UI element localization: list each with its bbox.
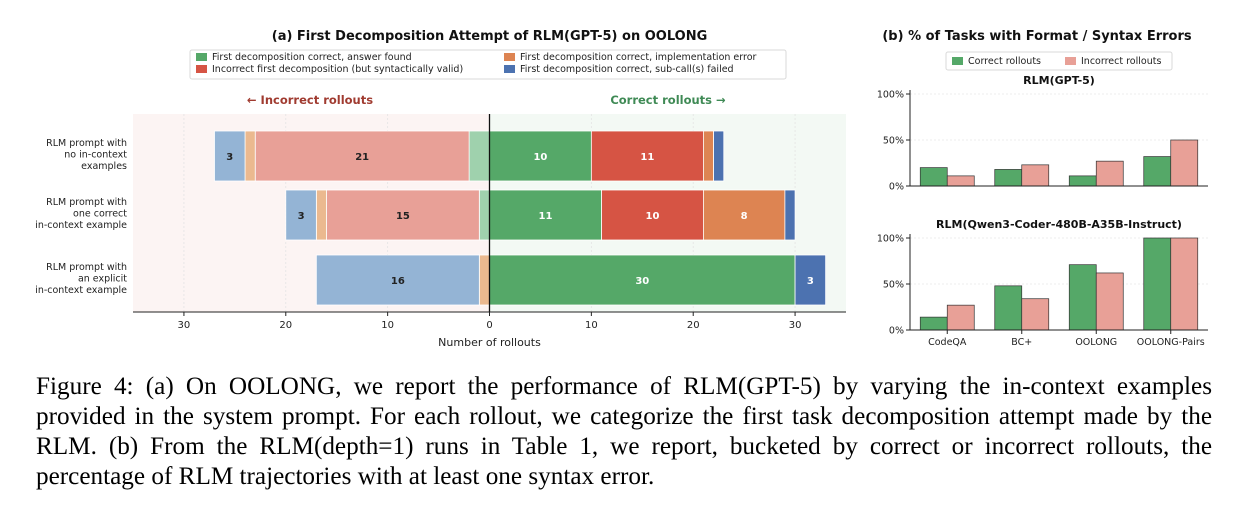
category-label-a: in-context example [35,285,127,296]
category-label-a: one correct [73,209,127,220]
bar-incorrect-subcall_failed [285,189,317,241]
bar-incorrect-rollouts [1095,160,1124,187]
bar-label-incorrect: 21 [355,152,369,163]
bar-correct-answer_found [489,254,796,306]
bar-correct-impl_error [703,189,786,241]
bar-correct-rollouts [1143,237,1172,331]
x-tick-label-b: CodeQA [928,337,967,348]
bar-label-incorrect: 16 [391,276,405,287]
bar-incorrect-rollouts [1021,164,1050,187]
bar-correct-incorrect_decomp [601,189,704,241]
bar-correct-subcall_failed [794,254,827,306]
correct-rollouts-label: Correct rollouts → [610,93,726,107]
bar-correct-rollouts [994,169,1023,187]
legend-label-b: Correct rollouts [968,56,1041,67]
y-tick-label-b: 50% [883,280,904,291]
legend-label-b: Incorrect rollouts [1081,56,1161,67]
bar-label-incorrect: 15 [396,211,410,222]
bar-incorrect-rollouts [1021,298,1050,331]
category-label-a: no in-context [64,150,127,161]
category-label-a: RLM prompt with [46,197,127,208]
legend-label-a: First decomposition correct, implementat… [520,52,757,63]
bar-incorrect-incorrect_decomp [254,130,470,182]
bar-correct-rollouts [1143,156,1172,187]
legend-label-a: First decomposition correct, sub-call(s)… [520,64,734,75]
figure-caption: Figure 4: (a) On OOLONG, we report the p… [36,373,1212,490]
category-label-a: in-context example [35,220,127,231]
bar-incorrect-impl_error [315,189,327,241]
bar-correct-subcall_failed [784,189,796,241]
bar-incorrect-answer_found [468,130,490,182]
bar-incorrect-rollouts [1170,139,1199,187]
incorrect-rollouts-label: ← Incorrect rollouts [247,93,373,107]
bar-label-correct: 11 [539,211,553,222]
bar-correct-rollouts [1068,175,1097,187]
legend-swatch-a [504,65,515,73]
bar-incorrect-rollouts [1095,272,1124,331]
y-tick-label-b: 100% [877,90,904,101]
bar-label-correct: 10 [533,152,547,163]
bar-label-correct: 3 [807,276,814,287]
bar-correct-subcall_failed [713,130,725,182]
legend-swatch-b [1065,57,1076,65]
panel-a-title: (a) First Decomposition Attempt of RLM(G… [272,29,708,44]
x-axis-label-a: Number of rollouts [438,336,541,349]
bar-incorrect-rollouts [1170,237,1199,331]
x-tick-label-a: 30 [789,320,802,331]
x-tick-label-a: 10 [381,320,394,331]
bar-label-correct: 30 [635,276,649,287]
bar-label-incorrect: 3 [298,211,305,222]
x-tick-label-a: 0 [486,320,492,331]
bar-correct-rollouts [994,285,1023,331]
bar-incorrect-subcall_failed [214,130,246,182]
x-tick-label-a: 30 [178,320,191,331]
panel-b-title: (b) % of Tasks with Format / Syntax Erro… [882,29,1192,44]
y-tick-label-b: 50% [883,136,904,147]
x-tick-label-a: 20 [279,320,292,331]
y-tick-label-b: 0% [889,326,904,337]
bar-correct-incorrect_decomp [590,130,704,182]
bar-correct-rollouts [919,316,948,331]
legend-swatch-a [196,53,207,61]
x-tick-label-a: 20 [687,320,700,331]
legend-label-a: Incorrect first decomposition (but synta… [212,64,463,75]
bar-incorrect-rollouts [946,304,975,331]
category-label-a: RLM prompt with [46,138,127,149]
panel-a-legend [189,49,787,80]
bar-label-correct: 8 [741,211,748,222]
subplot-title: RLM(Qwen3-Coder-480B-A35B-Instruct) [936,218,1182,231]
legend-swatch-a [196,65,207,73]
bar-correct-impl_error [703,130,714,182]
bar-incorrect-impl_error [244,130,256,182]
x-tick-label-b: BC+ [1011,337,1032,348]
x-tick-label-a: 10 [585,320,598,331]
panel-b-legend [945,51,1173,71]
y-tick-label-b: 100% [877,234,904,245]
bar-incorrect-rollouts [946,175,975,187]
legend-swatch-a [504,53,515,61]
bar-correct-rollouts [919,167,948,187]
legend-swatch-b [952,57,963,65]
bar-incorrect-incorrect_decomp [326,189,480,241]
bar-correct-rollouts [1068,264,1097,331]
category-label-a: RLM prompt with [46,262,127,273]
y-tick-label-b: 0% [889,182,904,193]
category-label-a: examples [81,161,127,172]
bar-label-incorrect: 3 [226,152,233,163]
x-tick-label-b: OOLONG-Pairs [1137,337,1205,348]
bar-label-correct: 11 [640,152,654,163]
bar-correct-answer_found [489,130,592,182]
bar-label-correct: 10 [646,211,660,222]
category-label-a: an explicit [78,274,127,285]
bar-incorrect-subcall_failed [315,254,480,306]
subplot-title: RLM(GPT-5) [1023,74,1095,87]
bar-incorrect-impl_error [478,254,490,306]
bar-incorrect-answer_found [478,189,490,241]
figure-4: (a) First Decomposition Attempt of RLM(G… [35,29,1208,349]
x-tick-label-b: OOLONG [1075,337,1117,348]
legend-label-a: First decomposition correct, answer foun… [212,52,412,63]
